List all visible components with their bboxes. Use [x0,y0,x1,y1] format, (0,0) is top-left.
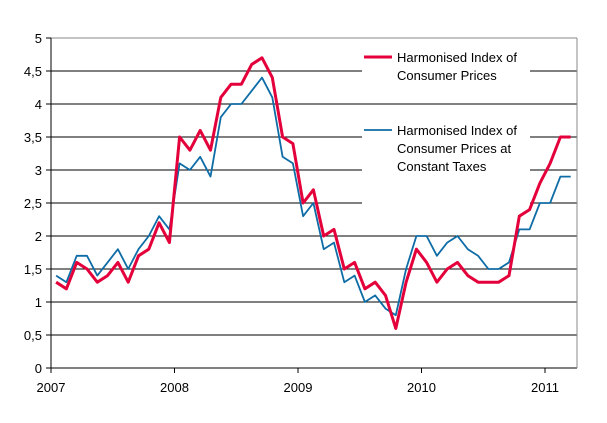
legend-item-background [362,118,530,206]
legend-background [362,45,530,206]
legend-label: Harmonised Index of [397,50,517,65]
series-lines [55,56,571,330]
x-tick-label: 2007 [37,380,66,395]
legend-label: Constant Taxes [397,159,487,174]
y-tick-label: 4 [35,97,42,112]
y-tick-label: 0,5 [24,328,42,343]
x-tick-label: 2008 [160,380,189,395]
x-tick-label: 2010 [407,380,436,395]
y-tick-label: 0 [35,361,42,376]
y-tick-label: 2 [35,229,42,244]
y-tick-label: 3,5 [24,130,42,145]
y-tick-label: 1,5 [24,262,42,277]
y-tick-label: 4,5 [24,64,42,79]
axes: 0 0,5 1 1,5 2 2,5 3 3,5 4 4,5 5 2007 2008 2009 2010 201… [24,31,578,395]
legend-label: Harmonised Index of [397,123,517,138]
x-tick-label: 2011 [531,380,559,395]
y-tick-label: 2,5 [24,196,42,211]
legend-item-background [362,45,530,92]
legend-label: Consumer Prices at [397,141,512,156]
legend: Harmonised Index of Consumer Prices Harmon… [364,50,517,174]
series-line-hicp [55,56,571,330]
y-tick-label: 5 [35,31,42,46]
y-tick-label: 1 [35,295,42,310]
legend-label: Consumer Prices [397,68,497,83]
series-line-hicp-constant-taxes [55,76,571,317]
x-tick-label: 2009 [284,380,313,395]
y-tick-label: 3 [35,163,42,178]
